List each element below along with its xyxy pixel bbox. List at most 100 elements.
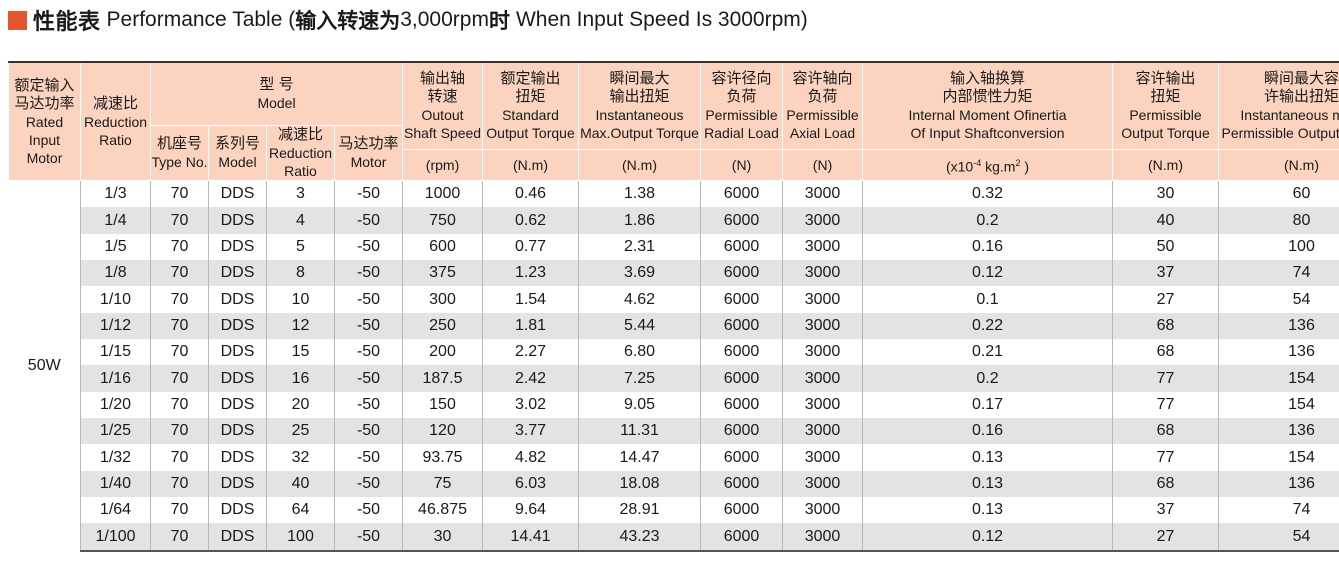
- table-cell: 27: [1112, 523, 1220, 552]
- table-cell: 0.16: [862, 418, 1114, 445]
- unit-max-torque: (N.m): [578, 149, 702, 181]
- table-cell: 10: [266, 286, 335, 313]
- table-cell: 75: [402, 470, 484, 498]
- table-cell: 600: [402, 233, 484, 261]
- table-cell: 2.42: [482, 365, 580, 392]
- table-cell: 40: [266, 470, 335, 498]
- table-cell: DDS: [208, 497, 267, 524]
- table-cell: 7.25: [578, 365, 702, 392]
- table-cell: 0.13: [862, 444, 1114, 471]
- unit-perm-torque: (N.m): [1112, 149, 1220, 181]
- table-cell: 1.81: [482, 312, 580, 340]
- table-cell: 70: [150, 339, 209, 366]
- table-cell: 6000: [700, 523, 784, 552]
- table-cell: 70: [150, 365, 209, 392]
- table-cell: 0.12: [862, 260, 1114, 287]
- table-cell: DDS: [208, 444, 267, 471]
- table-cell: 77: [1112, 444, 1220, 471]
- header-reduction-ratio: 减速比 Reduction Ratio: [80, 61, 151, 181]
- table-cell: DDS: [208, 260, 267, 287]
- unit-axial-load: (N): [782, 149, 864, 181]
- table-cell: 0.13: [862, 497, 1114, 524]
- table-cell: 3000: [782, 365, 864, 392]
- table-cell: 3000: [782, 339, 864, 366]
- table-cell: 1/3: [80, 180, 151, 208]
- table-cell: 3000: [782, 418, 864, 445]
- table-cell: DDS: [208, 286, 267, 313]
- table-cell: 150: [402, 391, 484, 419]
- table-cell: 3.69: [578, 260, 702, 287]
- table-cell: -50: [333, 207, 404, 234]
- table-cell: 6000: [700, 233, 784, 261]
- table-cell: 1/32: [80, 444, 151, 471]
- table-cell: DDS: [208, 339, 267, 366]
- table-cell: -50: [333, 260, 404, 287]
- table-cell: 3.77: [482, 418, 580, 445]
- table-cell: -50: [333, 339, 404, 366]
- title-cn2: 输入转速为: [295, 10, 401, 33]
- table-cell: 0.22: [862, 312, 1114, 340]
- table-cell: DDS: [208, 523, 267, 552]
- table-cell: 1.38: [578, 180, 702, 208]
- table-cell: 0.46: [482, 180, 580, 208]
- table-cell: 1/10: [80, 286, 151, 313]
- table-cell: 1/12: [80, 312, 151, 340]
- table-cell: DDS: [208, 180, 267, 208]
- table-cell: 54: [1218, 286, 1339, 313]
- table-cell: 3000: [782, 444, 864, 471]
- table-cell: 6000: [700, 418, 784, 445]
- table-cell: 6000: [700, 391, 784, 419]
- motor-power-cell: 50W: [8, 180, 81, 551]
- table-cell: 25: [266, 418, 335, 445]
- table-cell: 60: [1218, 180, 1339, 208]
- table-cell: 9.64: [482, 497, 580, 524]
- table-row: 1/15 70 DDS 15 -50 200 2.27 6.80 6000 3000 0.21 68 1…: [9, 339, 1339, 366]
- table-cell: 1.86: [578, 207, 702, 234]
- header-axial-load: 容许轴向 负荷 Permissible Axial Load: [782, 61, 864, 150]
- table-cell: 5.44: [578, 312, 702, 340]
- table-cell: 15: [266, 339, 335, 366]
- table-cell: 1/15: [80, 339, 151, 366]
- table-cell: 70: [150, 260, 209, 287]
- table-cell: 3: [266, 180, 335, 208]
- table-cell: 4: [266, 207, 335, 234]
- table-cell: -50: [333, 391, 404, 419]
- table-row: 1/8 70 DDS 8 -50 375 1.23 3.69 6000 3000 0.12 37 74: [9, 260, 1339, 287]
- table-cell: 1/8: [80, 260, 151, 287]
- performance-table: 额定输入 马达功率 Rated Input Motor 减速比 Reductio…: [8, 61, 1339, 552]
- table-cell: 12: [266, 312, 335, 340]
- table-row: 1/32 70 DDS 32 -50 93.75 4.82 14.47 6000 3000 0.13…: [9, 444, 1339, 471]
- table-row: 1/25 70 DDS 25 -50 120 3.77 11.31 6000 3000 0.16 68…: [9, 418, 1339, 445]
- table-cell: 70: [150, 470, 209, 498]
- table-cell: 70: [150, 312, 209, 340]
- table-cell: 43.23: [578, 523, 702, 552]
- table-cell: 6.80: [578, 339, 702, 366]
- table-cell: 1/4: [80, 207, 151, 234]
- table-cell: 0.62: [482, 207, 580, 234]
- table-cell: 6000: [700, 444, 784, 471]
- table-cell: 3000: [782, 497, 864, 524]
- table-row: 50W 1/3 70 DDS 3 -50 1000 0.46 1.38 6000 3000 0.32 3…: [8, 180, 1339, 551]
- table-cell: DDS: [208, 418, 267, 445]
- header-motor: 马达功率 Motor: [333, 125, 404, 181]
- table-cell: 68: [1112, 418, 1220, 445]
- table-cell: -50: [333, 418, 404, 445]
- header-inertia: 输入轴换算 内部惯性力矩 Internal Moment Ofinertia O…: [862, 61, 1114, 150]
- table-cell: 3000: [782, 286, 864, 313]
- table-cell: 46.875: [402, 497, 484, 524]
- table-cell: 32: [266, 444, 335, 471]
- table-cell: 1000: [402, 180, 484, 208]
- table-cell: 74: [1218, 497, 1339, 524]
- table-row: 1/20 70 DDS 20 -50 150 3.02 9.05 6000 3000 0.17 77 1…: [9, 391, 1339, 419]
- table-cell: 0.77: [482, 233, 580, 261]
- table-cell: 70: [150, 444, 209, 471]
- table-cell: 250: [402, 312, 484, 340]
- table-cell: 3000: [782, 260, 864, 287]
- table-cell: 70: [150, 391, 209, 419]
- table-cell: 70: [150, 180, 209, 208]
- table-row: 1/100 70 DDS 100 -50 30 14.41 43.23 6000 3000 0.12…: [9, 523, 1339, 552]
- table-cell: 2.27: [482, 339, 580, 366]
- table-cell: 3000: [782, 233, 864, 261]
- table-cell: 1/20: [80, 391, 151, 419]
- unit-standard-torque: (N.m): [482, 149, 580, 181]
